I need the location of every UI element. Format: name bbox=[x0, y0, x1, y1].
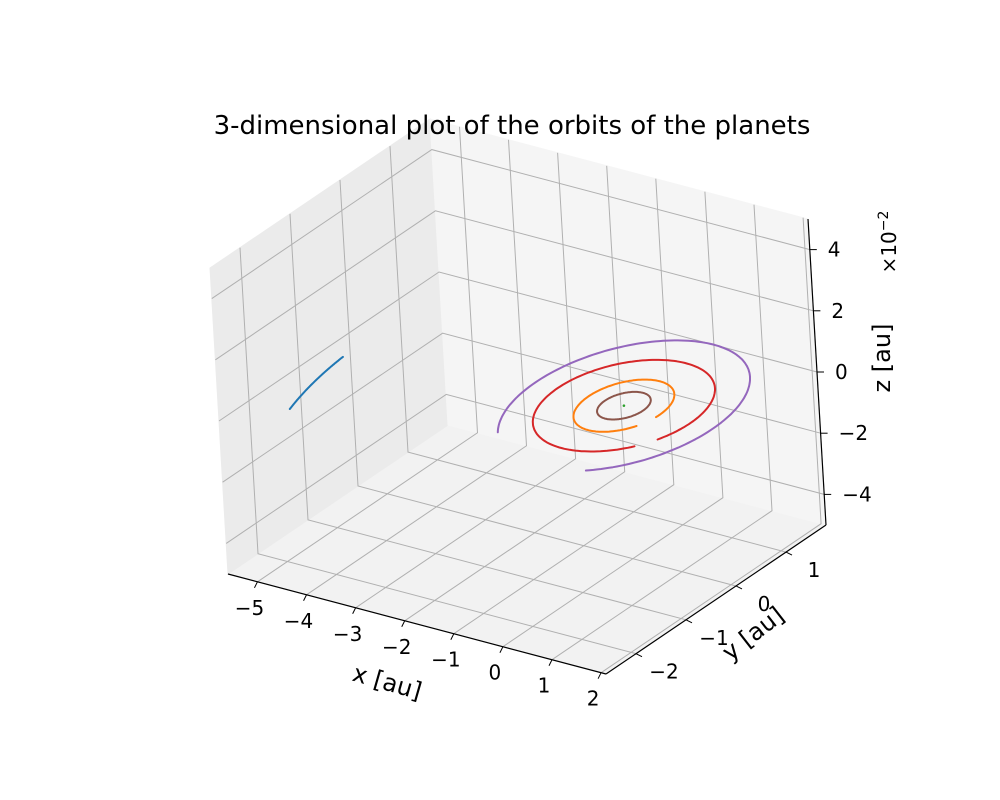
x-tick-label: −4 bbox=[284, 609, 313, 633]
z-grid-line bbox=[218, 271, 818, 422]
z-grid-line bbox=[222, 332, 821, 483]
y-grid-line bbox=[339, 179, 737, 587]
x-tick-mark bbox=[254, 581, 258, 589]
x-grid-line bbox=[355, 152, 577, 609]
x-tick-mark bbox=[401, 620, 406, 627]
x-tick-mark bbox=[548, 659, 553, 666]
orbit-line bbox=[496, 339, 751, 472]
x-axis-label: x [au] bbox=[349, 659, 424, 705]
x-grid-line bbox=[257, 126, 479, 583]
y-tick-label: −2 bbox=[649, 660, 678, 684]
x-tick-label: 2 bbox=[587, 687, 600, 711]
center-point bbox=[622, 404, 626, 407]
y-tick-mark bbox=[735, 585, 743, 590]
x-grid-line bbox=[306, 139, 528, 596]
orbit-line bbox=[531, 358, 716, 453]
z-tick-label: 0 bbox=[835, 360, 848, 384]
x-grid-line bbox=[502, 191, 724, 648]
grid-lines bbox=[211, 126, 825, 674]
x-tick-mark bbox=[303, 594, 307, 602]
y-grid-line bbox=[389, 146, 787, 553]
z-tick-label: 2 bbox=[831, 299, 844, 323]
x-tick-label: −1 bbox=[431, 648, 460, 672]
orbit-line bbox=[596, 390, 652, 421]
z-tick-label: 4 bbox=[828, 238, 841, 262]
z-tick-label: −4 bbox=[842, 482, 871, 506]
x-tick-mark bbox=[499, 646, 504, 653]
z-grid-line bbox=[225, 393, 825, 544]
z-grid-line bbox=[215, 210, 814, 361]
y-axis-line bbox=[605, 524, 827, 675]
orbit-line bbox=[572, 378, 676, 433]
x-tick-label: −5 bbox=[235, 596, 264, 620]
z-axis-multiplier: ×10−2 bbox=[876, 211, 901, 274]
y-tick-mark bbox=[685, 619, 693, 624]
x-tick-mark bbox=[597, 672, 602, 679]
x-tick-label: −2 bbox=[382, 635, 411, 659]
y-grid-line bbox=[239, 247, 637, 655]
x-tick-mark bbox=[450, 633, 455, 640]
orbit-series bbox=[288, 339, 751, 472]
x-tick-label: −3 bbox=[333, 622, 362, 646]
y-tick-mark bbox=[785, 551, 793, 556]
z-axis-label: z [au] bbox=[868, 324, 896, 393]
y-tick-label: −1 bbox=[699, 626, 728, 650]
z-tick-label: −2 bbox=[839, 421, 868, 445]
z-multiplier-exponent: −2 bbox=[876, 211, 892, 232]
x-grid-line bbox=[551, 204, 773, 661]
y-tick-label: 1 bbox=[808, 558, 821, 582]
chart-title: 3-dimensional plot of the orbits of the … bbox=[214, 111, 811, 141]
x-grid-line bbox=[600, 217, 822, 674]
y-tick-label: 0 bbox=[758, 592, 771, 616]
x-axis-line bbox=[227, 573, 607, 675]
y-tick-mark bbox=[635, 653, 643, 658]
y-grid-line bbox=[289, 213, 687, 621]
x-tick-mark bbox=[352, 607, 357, 614]
x-grid-line bbox=[453, 178, 675, 635]
z-multiplier-base: ×10 bbox=[877, 231, 901, 273]
orbit-line bbox=[288, 355, 344, 410]
x-tick-label: 0 bbox=[489, 661, 502, 685]
tick-labels: −5 −4 −3 −2 −1 0 1 2 −2 −1 0 1 −4 −2 0 2 4 bbox=[235, 238, 872, 711]
x-grid-line bbox=[404, 165, 626, 622]
z-grid-line bbox=[211, 149, 810, 300]
x-tick-label: 1 bbox=[538, 674, 551, 698]
